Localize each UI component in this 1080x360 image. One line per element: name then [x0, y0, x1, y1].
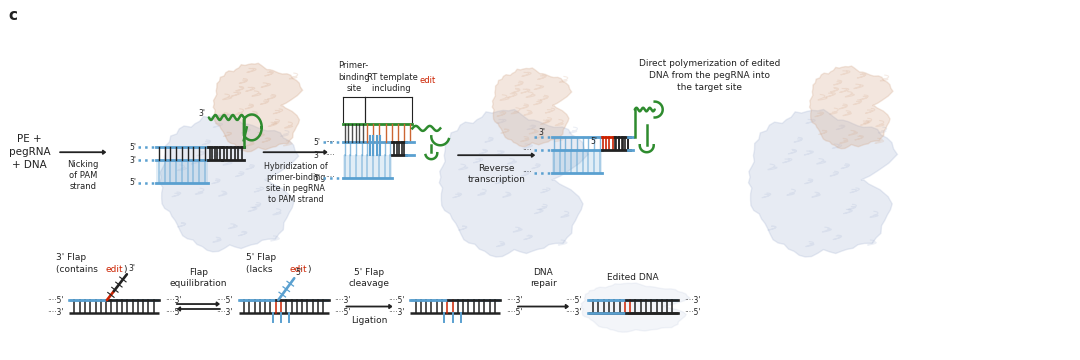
Text: ····5': ····5' [216, 296, 233, 305]
Text: ····3': ····3' [684, 296, 700, 305]
Text: Direct polymerization of edited
DNA from the pegRNA into
the target site: Direct polymerization of edited DNA from… [639, 59, 780, 91]
Text: 5': 5' [590, 137, 597, 146]
Text: ····5': ····5' [335, 309, 351, 318]
Text: edit: edit [419, 76, 436, 85]
Text: 5': 5' [313, 174, 321, 183]
Text: ····5': ····5' [165, 309, 181, 318]
Polygon shape [160, 114, 299, 252]
Text: ····5': ····5' [388, 296, 404, 305]
Text: DNA
repair: DNA repair [530, 268, 557, 288]
Polygon shape [748, 109, 897, 257]
Polygon shape [581, 283, 690, 332]
Text: 5': 5' [313, 138, 321, 147]
Text: (lacks: (lacks [246, 265, 275, 274]
Text: 5': 5' [129, 179, 136, 188]
Text: ····3': ····3' [566, 309, 582, 318]
Text: ····: ···· [325, 138, 335, 147]
Text: 3': 3' [313, 151, 321, 160]
Text: edit: edit [289, 265, 308, 274]
Text: Ligation: Ligation [351, 316, 388, 325]
Polygon shape [213, 63, 302, 152]
Text: 5' Flap
cleavage: 5' Flap cleavage [349, 268, 390, 288]
Text: (contains: (contains [56, 265, 102, 274]
Text: Nicking
of PAM
strand: Nicking of PAM strand [67, 160, 99, 192]
Text: 5' Flap: 5' Flap [245, 253, 275, 262]
Text: ····3': ····3' [388, 309, 404, 318]
Text: c: c [9, 8, 17, 23]
Text: ): ) [123, 265, 126, 274]
Text: RT template
including: RT template including [367, 73, 418, 93]
Text: 3': 3' [129, 264, 136, 273]
Text: ····: ···· [523, 168, 532, 177]
Text: edit: edit [105, 265, 123, 274]
Text: Flap
equilibration: Flap equilibration [170, 268, 227, 288]
Text: Primer-
binding
site: Primer- binding site [338, 62, 369, 93]
Text: ····3': ····3' [165, 296, 181, 305]
Text: ····5': ····5' [46, 296, 64, 305]
Text: PE +
pegRNA
+ DNA: PE + pegRNA + DNA [9, 134, 50, 170]
Text: 3' Flap: 3' Flap [56, 253, 86, 262]
Text: Edited DNA: Edited DNA [607, 273, 659, 282]
Text: ): ) [308, 265, 311, 274]
Text: Hybridization of
primer-binding
site in pegRNA
to PAM strand: Hybridization of primer-binding site in … [264, 162, 327, 204]
FancyBboxPatch shape [342, 155, 392, 178]
Text: 3': 3' [538, 128, 545, 137]
Text: ····5': ····5' [684, 309, 700, 318]
Text: ····3': ····3' [46, 309, 64, 318]
Text: ····3': ····3' [507, 296, 523, 305]
Text: ····3': ····3' [216, 309, 233, 318]
Text: ····: ···· [325, 174, 335, 183]
Text: ····: ···· [325, 151, 335, 160]
Polygon shape [492, 68, 571, 147]
Text: 5': 5' [129, 143, 136, 152]
Text: ····: ···· [523, 146, 532, 155]
Text: Reverse
transcription: Reverse transcription [468, 164, 526, 184]
Polygon shape [440, 109, 589, 257]
Text: 3': 3' [199, 109, 206, 118]
Text: ····3': ····3' [335, 296, 351, 305]
Text: ····5': ····5' [507, 309, 523, 318]
Text: ····5': ····5' [566, 296, 582, 305]
FancyBboxPatch shape [552, 150, 602, 173]
Text: 5': 5' [295, 268, 302, 277]
Polygon shape [810, 66, 893, 149]
FancyBboxPatch shape [156, 160, 207, 183]
Text: 3': 3' [129, 156, 136, 165]
